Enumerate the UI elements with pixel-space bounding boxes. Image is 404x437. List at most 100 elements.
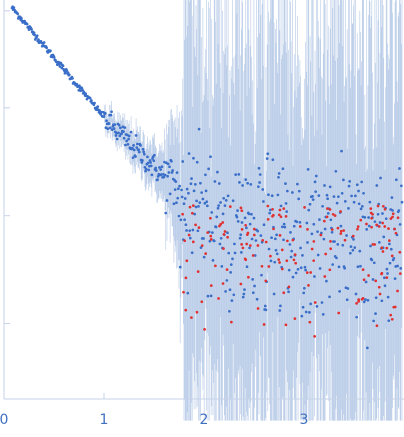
excluded-point bbox=[306, 228, 309, 231]
data-point bbox=[313, 180, 317, 184]
data-point bbox=[20, 16, 23, 20]
excluded-point bbox=[391, 212, 395, 216]
excluded-point bbox=[246, 231, 250, 235]
data-point bbox=[129, 130, 133, 134]
data-point bbox=[266, 152, 270, 156]
data-point bbox=[284, 202, 288, 205]
data-point bbox=[280, 225, 284, 229]
excluded-point bbox=[380, 271, 384, 275]
data-point bbox=[270, 236, 273, 240]
excluded-point bbox=[230, 320, 233, 324]
data-point bbox=[117, 123, 121, 127]
data-point bbox=[274, 248, 278, 252]
data-point bbox=[132, 148, 136, 152]
data-point bbox=[320, 301, 324, 304]
excluded-point bbox=[387, 239, 391, 242]
data-point bbox=[345, 298, 349, 302]
excluded-point bbox=[392, 305, 396, 309]
data-point bbox=[224, 290, 227, 293]
excluded-point bbox=[191, 240, 195, 244]
data-point bbox=[350, 194, 353, 198]
excluded-point bbox=[377, 285, 381, 289]
excluded-point bbox=[221, 221, 225, 224]
excluded-point bbox=[342, 229, 346, 232]
data-point bbox=[365, 228, 369, 231]
data-point bbox=[364, 298, 367, 301]
data-point bbox=[356, 265, 360, 269]
excluded-point bbox=[359, 218, 363, 222]
data-point bbox=[195, 160, 199, 164]
data-point bbox=[134, 134, 138, 137]
data-point bbox=[122, 136, 126, 140]
data-point bbox=[296, 182, 299, 186]
excluded-point bbox=[328, 268, 332, 272]
excluded-point bbox=[381, 221, 384, 225]
data-point bbox=[295, 220, 299, 224]
data-point bbox=[237, 173, 241, 176]
excluded-point bbox=[184, 276, 188, 280]
excluded-point bbox=[209, 216, 212, 220]
data-point bbox=[230, 299, 234, 302]
excluded-point bbox=[272, 227, 275, 231]
data-point bbox=[315, 305, 319, 308]
data-point bbox=[12, 6, 16, 9]
excluded-point bbox=[393, 227, 396, 231]
excluded-point bbox=[280, 267, 284, 271]
data-point bbox=[394, 178, 398, 182]
data-point bbox=[316, 253, 320, 257]
excluded-point bbox=[370, 216, 373, 220]
excluded-point bbox=[383, 207, 387, 211]
data-point bbox=[27, 28, 31, 31]
data-point bbox=[208, 239, 212, 243]
excluded-point bbox=[261, 239, 265, 242]
excluded-point bbox=[197, 226, 201, 229]
data-point bbox=[282, 222, 286, 226]
excluded-point bbox=[203, 327, 206, 331]
data-point bbox=[112, 127, 116, 130]
data-point bbox=[199, 246, 203, 249]
excluded-point bbox=[337, 311, 341, 315]
data-point bbox=[150, 173, 154, 177]
x-tick-label: 0 bbox=[0, 412, 8, 428]
data-point bbox=[269, 259, 273, 263]
data-point bbox=[347, 184, 351, 188]
data-point bbox=[355, 183, 359, 187]
excluded-point bbox=[217, 297, 220, 300]
data-point bbox=[272, 292, 276, 296]
excluded-point bbox=[194, 223, 197, 227]
data-point bbox=[335, 256, 338, 260]
excluded-point bbox=[266, 218, 270, 221]
excluded-point bbox=[381, 204, 385, 208]
excluded-point bbox=[248, 244, 252, 247]
data-point bbox=[206, 294, 210, 298]
data-point bbox=[297, 189, 301, 193]
data-point bbox=[188, 229, 192, 233]
data-point bbox=[201, 197, 205, 201]
excluded-point bbox=[323, 275, 327, 278]
data-point bbox=[367, 224, 371, 228]
error-bars bbox=[104, 0, 403, 421]
data-point bbox=[277, 175, 280, 179]
data-point bbox=[389, 247, 393, 251]
data-point bbox=[141, 159, 144, 162]
data-point bbox=[244, 178, 248, 182]
data-point bbox=[383, 276, 386, 280]
data-point bbox=[314, 174, 318, 178]
excluded-point bbox=[310, 247, 314, 251]
data-point bbox=[329, 218, 333, 222]
excluded-point bbox=[286, 239, 289, 243]
data-point bbox=[354, 292, 358, 296]
data-point bbox=[181, 160, 185, 163]
y-ticks bbox=[4, 10, 10, 324]
data-point bbox=[139, 144, 142, 147]
data-point bbox=[305, 221, 309, 225]
excluded-point bbox=[373, 243, 376, 246]
excluded-point bbox=[241, 246, 245, 250]
data-point bbox=[225, 279, 229, 282]
excluded-point bbox=[305, 271, 309, 274]
excluded-point bbox=[339, 229, 343, 233]
excluded-point bbox=[183, 239, 187, 243]
data-point bbox=[253, 254, 257, 257]
excluded-point bbox=[313, 335, 316, 338]
data-point bbox=[162, 175, 166, 179]
